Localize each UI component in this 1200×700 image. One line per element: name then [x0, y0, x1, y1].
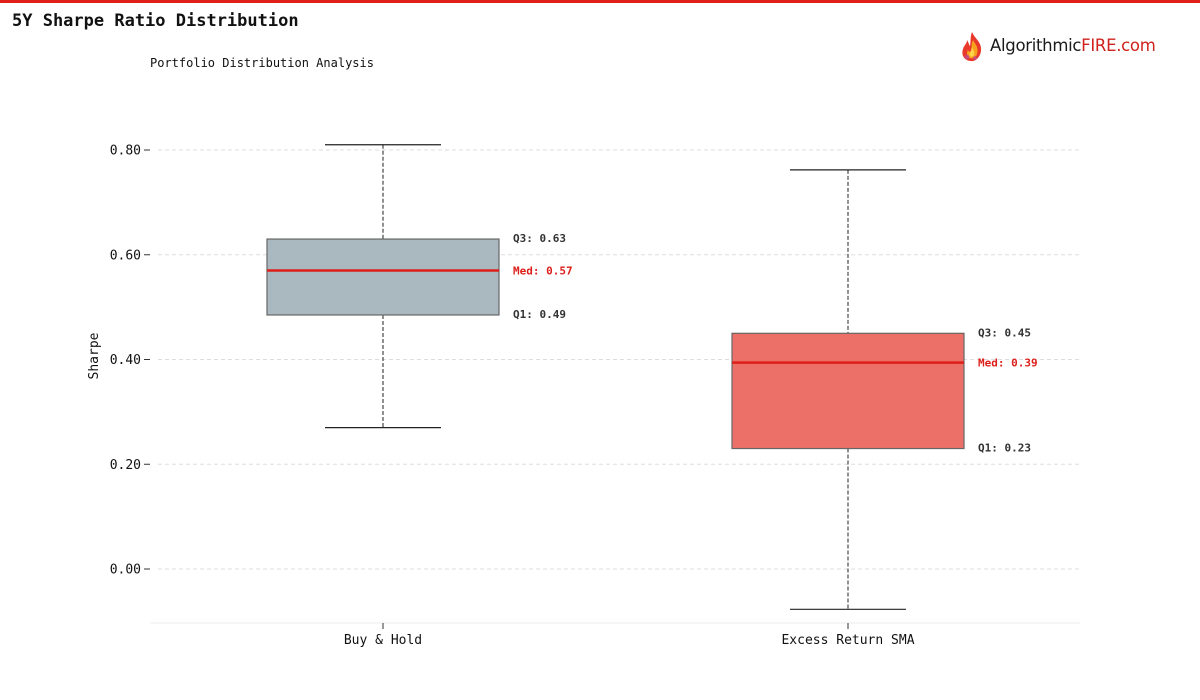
iqr-box [266, 238, 500, 316]
q1-label: Q1: 0.49 [513, 308, 566, 321]
top-accent-bar [0, 0, 1200, 3]
y-axis-label: Sharpe [87, 332, 102, 379]
x-tick-label: Excess Return SMA [781, 633, 914, 648]
x-tick-label: Buy & Hold [344, 633, 422, 648]
brand-logo[interactable]: AlgorithmicFIRE.com [958, 30, 1188, 66]
box-group: Q3: 0.45 Med: 0.39 Q1: 0.23 [731, 169, 1038, 610]
box-group: Q3: 0.63 Med: 0.57 Q1: 0.49 [266, 144, 573, 429]
median-label: Med: 0.39 [978, 357, 1038, 370]
logo-wordmark: AlgorithmicFIRE.com [990, 36, 1156, 55]
median-label: Med: 0.57 [513, 264, 573, 277]
boxes: Q3: 0.63 Med: 0.57 Q1: 0.49 Q3: 0.45 Med: 0.… [266, 144, 1038, 610]
y-tick-label: 0.60 [110, 248, 141, 263]
flame-icon [962, 32, 982, 62]
y-tick-label: 0.40 [110, 353, 141, 368]
axes: 0.00 0.20 0.40 0.60 0.80 Buy & Hold Excess Ret… [110, 144, 1080, 648]
y-tick-label: 0.00 [110, 563, 141, 578]
page-title: 5Y Sharpe Ratio Distribution [12, 11, 299, 31]
q1-label: Q1: 0.23 [978, 442, 1031, 455]
chart-subtitle: Portfolio Distribution Analysis [150, 56, 374, 70]
q3-label: Q3: 0.45 [978, 326, 1031, 339]
q3-label: Q3: 0.63 [513, 232, 566, 245]
y-tick-label: 0.20 [110, 458, 141, 473]
iqr-box [731, 332, 965, 450]
y-tick-label: 0.80 [110, 144, 141, 159]
